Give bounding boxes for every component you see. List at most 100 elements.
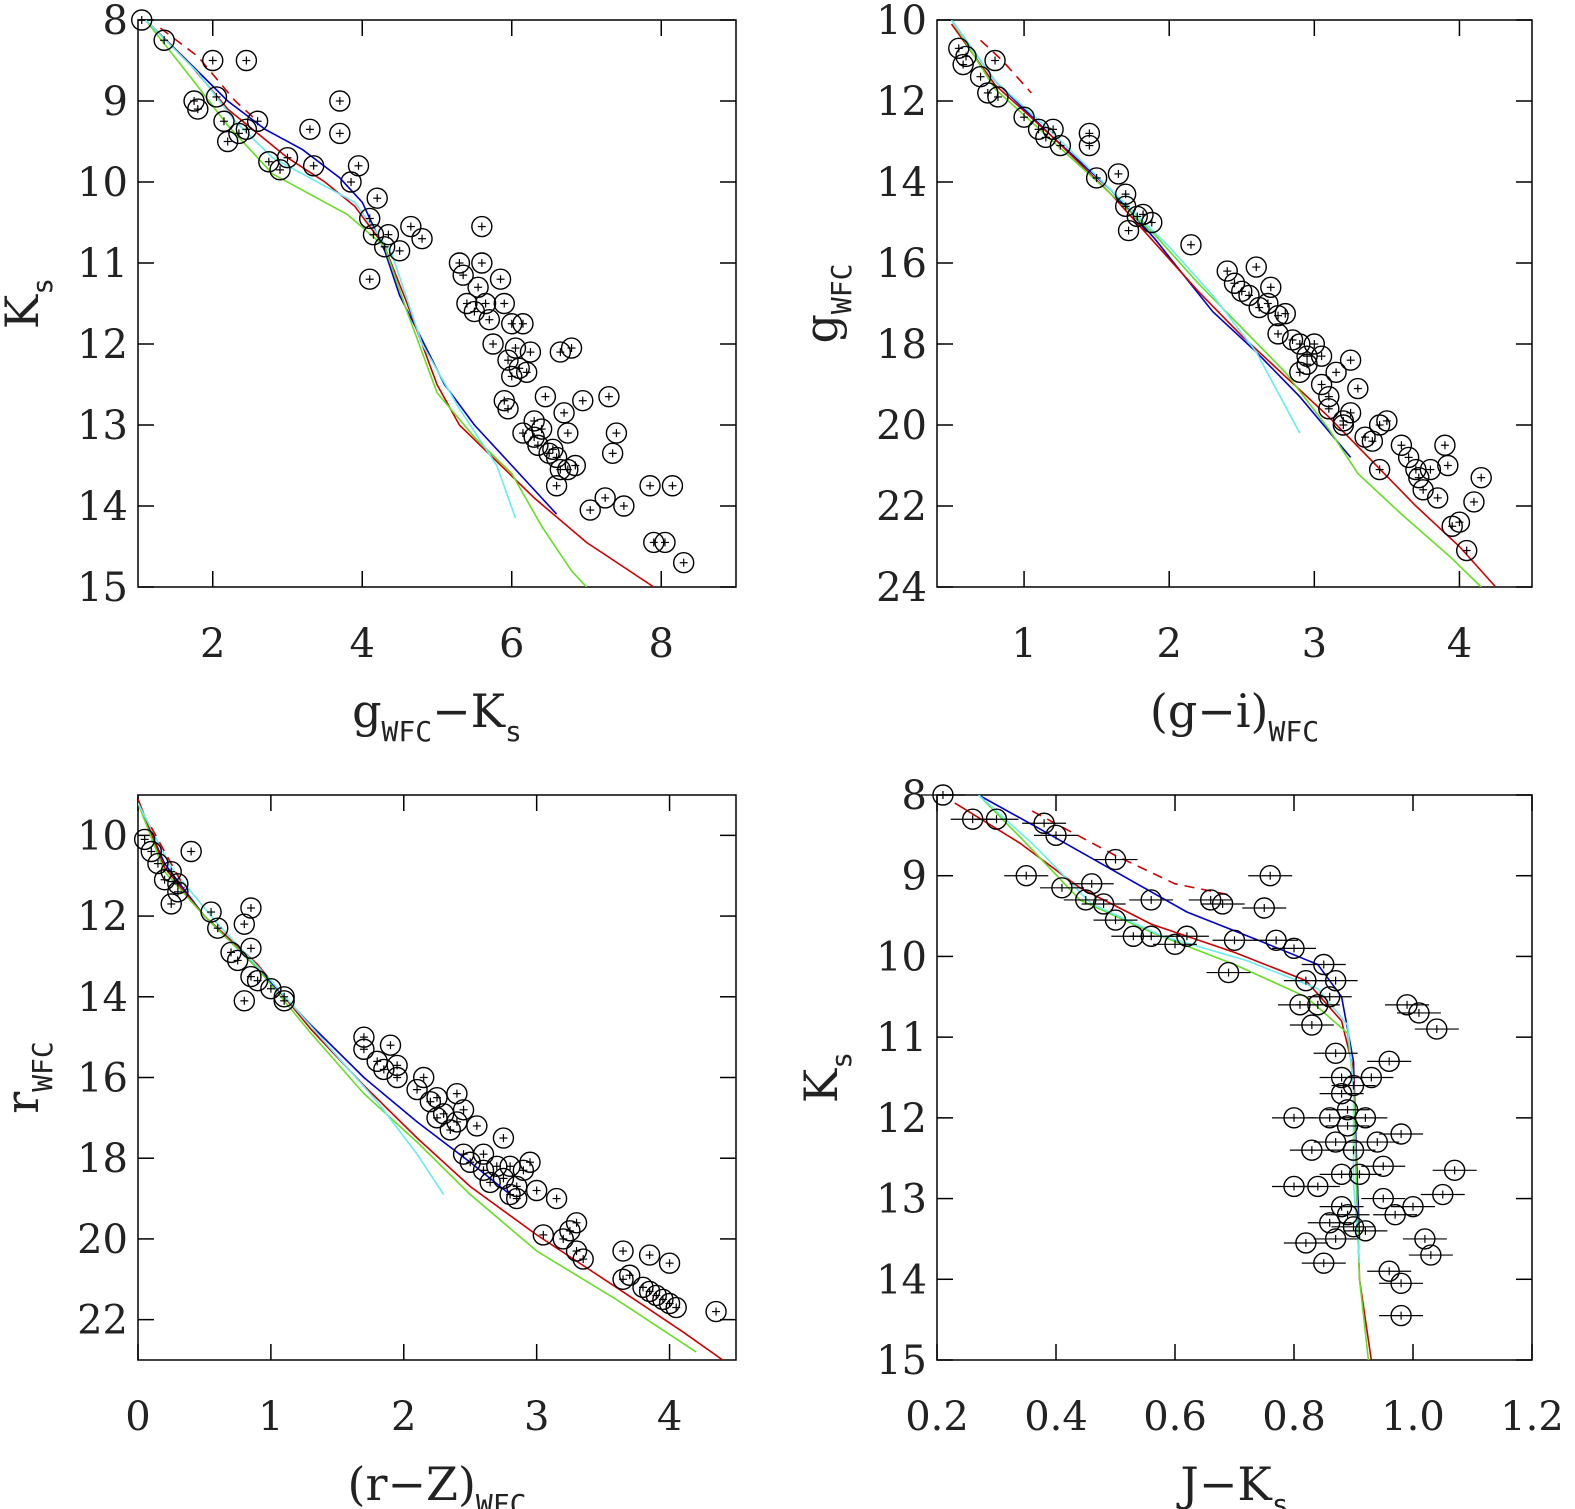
star-point xyxy=(1027,118,1050,141)
star-point xyxy=(1310,345,1333,367)
star-point xyxy=(1069,873,1114,895)
star-point xyxy=(1035,126,1057,149)
star-point xyxy=(269,159,291,181)
star-point xyxy=(1319,1082,1364,1105)
star-point xyxy=(1337,1163,1382,1186)
star-point xyxy=(542,438,564,460)
isochrone-red xyxy=(950,23,1497,587)
y-tick-label: 18 xyxy=(876,322,927,368)
x-tick-label: 2 xyxy=(391,1394,416,1440)
star-point xyxy=(246,969,269,992)
x-axis-title: gWFC−Ks xyxy=(352,684,522,748)
star-point xyxy=(1272,1107,1316,1129)
star-point xyxy=(1385,994,1430,1016)
star-point xyxy=(557,422,579,444)
y-tick-label: 18 xyxy=(77,1136,128,1182)
isochrone-cyan xyxy=(138,802,445,1195)
star-point xyxy=(1272,1175,1316,1198)
star-point xyxy=(273,990,295,1012)
x-tick-label: 3 xyxy=(1302,621,1327,667)
y-tick-label: 16 xyxy=(876,241,927,287)
star-point xyxy=(1200,893,1245,915)
star-point xyxy=(594,487,616,509)
star-point xyxy=(545,475,568,497)
star-point xyxy=(493,390,515,412)
star-point xyxy=(140,840,162,863)
isochrone-red xyxy=(954,802,1373,1360)
plot-frame xyxy=(936,19,1533,588)
star-point xyxy=(1391,1195,1435,1218)
star-point xyxy=(1318,398,1340,420)
star-point xyxy=(160,860,182,883)
y-tick-label: 9 xyxy=(103,79,128,125)
y-tick-label: 14 xyxy=(77,975,128,1021)
star-point xyxy=(1313,1042,1358,1064)
star-point xyxy=(1260,276,1282,298)
star-point xyxy=(276,146,299,169)
y-axis-title: rWFC xyxy=(0,1041,59,1114)
star-point xyxy=(459,1151,481,1173)
star-point xyxy=(1093,848,1138,871)
star-point xyxy=(1289,1139,1334,1161)
star-point xyxy=(207,917,229,939)
isochrone-cyan xyxy=(950,20,1301,434)
star-point xyxy=(474,292,497,315)
star-point xyxy=(1437,454,1459,477)
star-point xyxy=(672,552,695,574)
star-point xyxy=(654,531,676,554)
y-tick-label: 11 xyxy=(876,1015,927,1061)
star-point xyxy=(519,341,542,363)
y-tick-label: 14 xyxy=(77,484,128,530)
star-point xyxy=(1367,1260,1412,1282)
star-point xyxy=(1313,1131,1358,1153)
y-tick-label: 15 xyxy=(77,565,128,611)
star-point xyxy=(534,385,557,408)
star-point xyxy=(1254,929,1299,951)
star-point xyxy=(426,1086,448,1109)
star-point xyxy=(388,240,411,262)
star-point xyxy=(545,446,568,469)
star-point xyxy=(1390,434,1413,456)
isochrone-red-dashed xyxy=(150,826,186,889)
star-point xyxy=(472,1143,495,1165)
star-point xyxy=(377,223,400,246)
x-tick-label: 3 xyxy=(524,1394,549,1440)
star-point xyxy=(1248,865,1293,887)
star-point xyxy=(1343,1220,1388,1242)
star-point xyxy=(213,110,235,132)
isochrone-blue xyxy=(978,795,1361,1239)
y-axis-title: gWFC xyxy=(794,263,858,343)
star-point xyxy=(948,37,970,60)
star-point xyxy=(612,1240,634,1262)
star-point xyxy=(1206,961,1251,984)
star-point xyxy=(235,118,258,141)
star-point xyxy=(183,90,205,112)
x-tick-label: 6 xyxy=(499,621,524,667)
star-point xyxy=(658,1252,681,1274)
x-tick-label: 4 xyxy=(350,621,375,667)
star-point xyxy=(1343,1107,1388,1129)
star-point xyxy=(452,264,474,286)
star-point xyxy=(1355,1131,1400,1153)
star-point xyxy=(1419,458,1442,481)
star-point xyxy=(1295,994,1340,1016)
x-axis-title: (g−i)WFC xyxy=(1150,684,1319,748)
isochrone-green xyxy=(950,20,1482,587)
star-point xyxy=(565,1212,588,1234)
y-axis-title: Ks xyxy=(794,1052,858,1103)
star-point xyxy=(472,1159,495,1182)
y-tick-label: 12 xyxy=(876,1096,927,1142)
star-point xyxy=(512,313,534,335)
star-point xyxy=(452,1099,475,1121)
star-point xyxy=(1455,539,1478,562)
star-point xyxy=(233,990,256,1012)
star-point xyxy=(499,1155,521,1177)
star-point xyxy=(240,937,262,960)
y-tick-label: 20 xyxy=(876,403,927,449)
y-tick-label: 15 xyxy=(876,1338,927,1384)
y-tick-label: 12 xyxy=(876,79,927,125)
plot-frame xyxy=(936,794,1533,1361)
y-tick-label: 10 xyxy=(77,813,128,859)
star-point xyxy=(153,29,175,51)
